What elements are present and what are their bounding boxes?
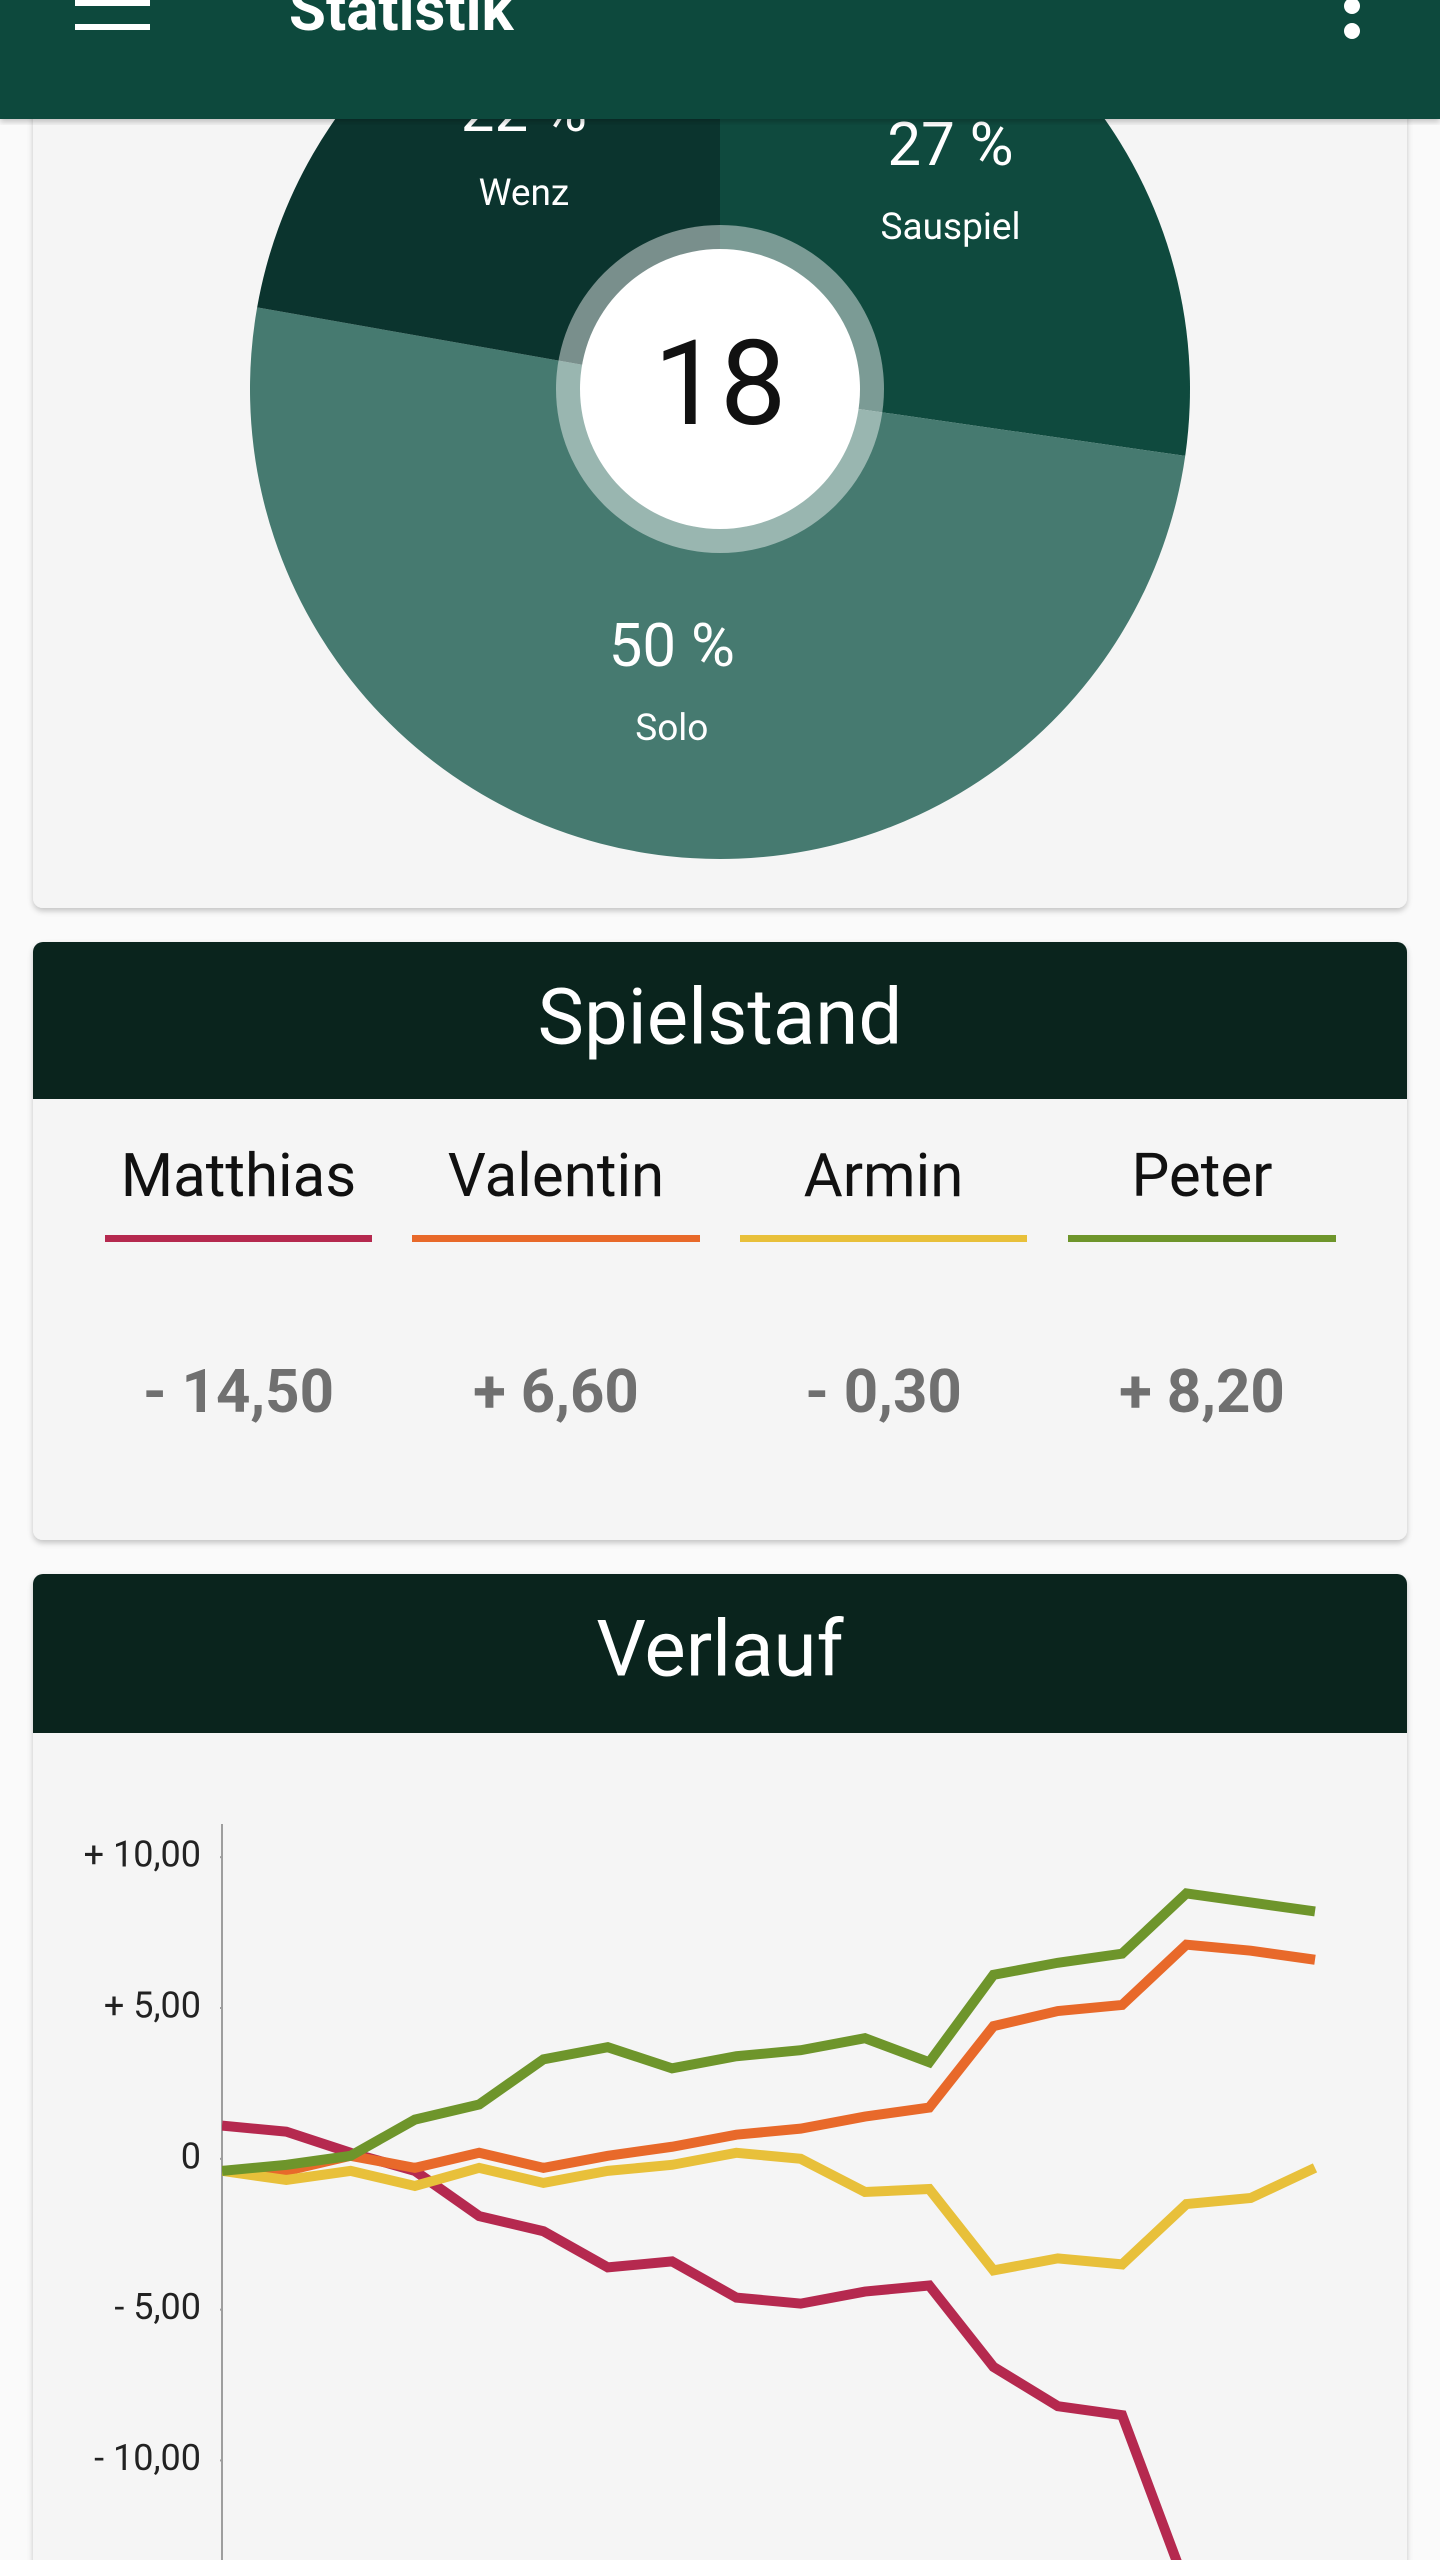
menu-button[interactable] [75,0,150,30]
donut-center-label: 18 [654,315,787,453]
y-tick-label: - 10,00 [94,2437,201,2479]
y-tick-label: + 5,00 [104,1985,201,2027]
score-card-title: Spielstand [538,973,903,1064]
history-card [33,1574,1407,2560]
score-card-header [33,942,1407,1099]
slice-name-label: Sauspiel [881,206,1021,249]
player-underline [1068,1235,1336,1242]
series-line [222,1888,1316,2176]
menu-icon-bar [75,0,150,6]
player-name: Matthias [121,1140,357,1211]
player-name: Valentin [448,1140,664,1211]
player-underline [105,1235,372,1242]
series-line [222,1939,1316,2176]
slice-value-label: 27 % [887,109,1013,180]
player-score: + 8,20 [1119,1356,1285,1427]
player-score: - 0,30 [805,1356,962,1427]
player-underline [412,1235,700,1242]
history-card-title: Verlauf [596,1605,844,1696]
scoreboard: Matthias - 14,50 Valentin + 6,60 Armin - 0,30… [105,1140,1336,1427]
y-tick-label: - 5,00 [114,2286,201,2328]
player-name: Peter [1131,1140,1272,1211]
plot-area [222,1888,1318,2560]
menu-icon-bar [75,24,150,30]
pie-slice [249,307,1186,860]
y-tick-label: 0 [181,2135,201,2177]
slice-value-label: 50 % [609,610,735,681]
player-underline [740,1235,1027,1242]
y-tick-label: + 10,00 [84,1834,201,1876]
series-line [222,2147,1318,2276]
overflow-menu-button[interactable] [1344,0,1360,39]
app-bar [0,0,1440,119]
player-score: - 14,50 [143,1356,334,1427]
menu-dot [1344,23,1360,39]
menu-dot [1344,0,1360,14]
player-name: Armin [804,1140,964,1211]
history-card-header [33,1574,1407,1733]
app-bar-title: Statistik [289,0,515,45]
slice-name-label: Solo [635,707,708,750]
donut-hole [580,249,860,529]
line-chart: + 10,00 + 5,00 0 - 5,00 - 10,00 [84,1824,1318,2560]
player-score: + 6,60 [473,1356,639,1427]
slice-name-label: Wenz [479,172,570,215]
